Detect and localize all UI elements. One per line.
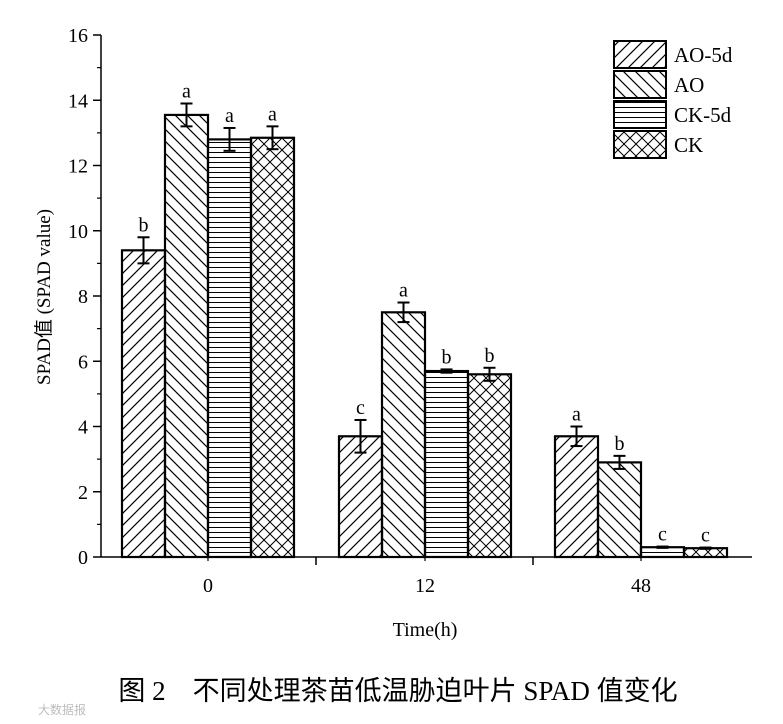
significance-letter: a	[268, 103, 277, 125]
y-tick-label: 12	[68, 156, 88, 178]
legend-swatch	[613, 100, 667, 129]
bar	[466, 373, 513, 559]
significance-letter: b	[442, 346, 452, 368]
bar	[553, 435, 600, 559]
x-tick-label: 48	[631, 575, 651, 597]
bar	[380, 311, 427, 559]
bars: b a a a c a b b a b c c	[120, 81, 729, 559]
significance-letter: a	[399, 280, 408, 302]
bar	[249, 136, 296, 559]
y-axis-label: SPAD值 (SPAD value)	[33, 209, 55, 385]
significance-letter: a	[572, 404, 581, 426]
y-tick-label: 14	[68, 90, 88, 112]
watermark-text: 大数据报	[38, 702, 86, 717]
significance-letter: a	[182, 81, 191, 103]
x-axis: 0 12 48	[203, 557, 651, 597]
y-tick-label: 8	[78, 286, 88, 308]
legend-label: CK-5d	[674, 103, 732, 127]
legend-swatch	[613, 70, 667, 99]
significance-letter: c	[701, 525, 710, 547]
legend-label: AO	[674, 73, 704, 97]
legend-label: AO-5d	[674, 43, 733, 67]
legend-label: CK	[674, 133, 703, 157]
bar	[120, 249, 167, 559]
y-tick-label: 4	[78, 417, 88, 439]
x-tick-label: 0	[203, 575, 213, 597]
bar	[337, 435, 384, 559]
legend-swatch	[613, 130, 667, 159]
x-axis-label: Time(h)	[393, 619, 458, 641]
significance-letter: c	[356, 397, 365, 419]
y-axis: 0 2 4 6 8 10 12 14 16	[68, 25, 101, 569]
significance-letter: c	[658, 524, 667, 546]
legend-swatch	[613, 40, 667, 69]
significance-letter: b	[615, 433, 625, 455]
legend: AO-5d AO CK-5d CK	[613, 40, 733, 159]
y-tick-label: 6	[78, 351, 88, 373]
y-tick-label: 16	[68, 25, 88, 47]
figure-caption: 图 2 不同处理茶苗低温胁迫叶片 SPAD 值变化	[118, 676, 677, 706]
bar	[206, 138, 253, 559]
significance-letter: b	[139, 214, 149, 236]
y-tick-label: 10	[68, 221, 88, 243]
significance-letter: b	[485, 345, 495, 367]
significance-letter: a	[225, 105, 234, 127]
bar	[596, 461, 643, 559]
x-tick-label: 12	[415, 575, 435, 597]
y-tick-label: 2	[78, 482, 88, 504]
bar	[423, 369, 470, 559]
bar	[163, 113, 210, 559]
y-tick-label: 0	[78, 547, 88, 569]
